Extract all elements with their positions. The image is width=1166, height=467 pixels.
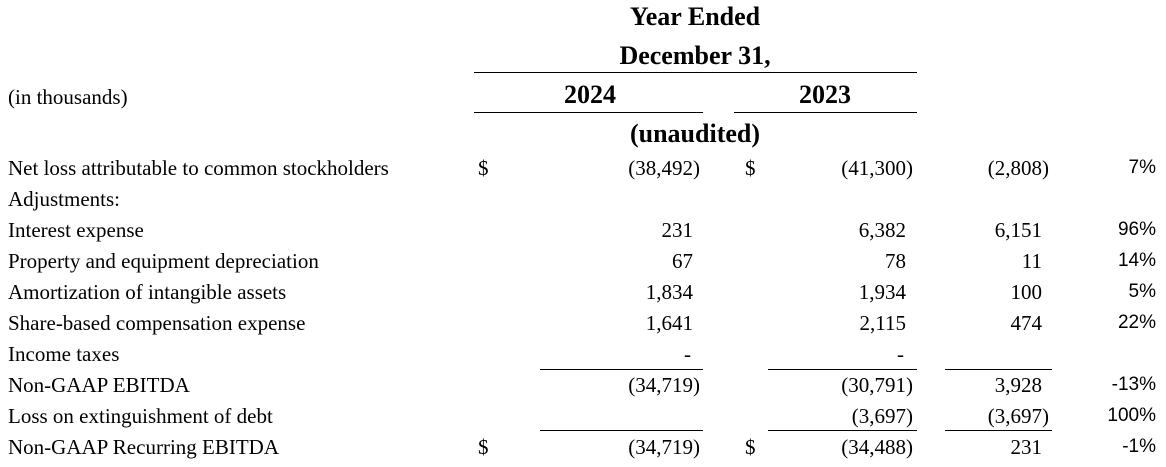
row-label: Amortization of intangible assets xyxy=(8,280,287,304)
currency-sign: $ xyxy=(478,156,489,180)
units-label: (in thousands) xyxy=(8,85,128,109)
cell-value: 67 xyxy=(672,249,693,273)
cell-value: 11 xyxy=(1021,249,1042,273)
row-label: Net loss attributable to common stockhol… xyxy=(8,156,389,180)
cell-value: 100 xyxy=(1010,280,1043,304)
sum-rule xyxy=(945,430,1052,431)
cell-value: 1,934 xyxy=(858,280,906,304)
cell-value: 1,641 xyxy=(645,311,693,335)
header-rule xyxy=(474,72,917,73)
sum-rule xyxy=(540,369,703,370)
sum-rule xyxy=(540,430,703,431)
cell-value: 6,382 xyxy=(858,218,906,242)
cell-value: 231 xyxy=(1010,435,1043,459)
cell-value: (41,300) xyxy=(841,156,913,180)
year-rule xyxy=(474,112,703,113)
sum-rule xyxy=(945,369,1052,370)
cell-value: -1% xyxy=(1122,436,1156,457)
row-label: Adjustments: xyxy=(8,187,121,211)
cell-value: 474 xyxy=(1010,311,1043,335)
cell-value: - xyxy=(684,342,691,366)
cell-value: 78 xyxy=(885,249,906,273)
unaudited-note: (unaudited) xyxy=(629,119,761,148)
year-header: 2023 xyxy=(799,80,851,109)
year-rule xyxy=(734,112,917,113)
row-label: Property and equipment depreciation xyxy=(8,249,319,273)
cell-value: (34,488) xyxy=(841,435,913,459)
cell-value: 231 xyxy=(661,218,694,242)
header-title: December 31, xyxy=(619,41,771,70)
row-label: Non-GAAP EBITDA xyxy=(8,373,190,397)
year-header: 2024 xyxy=(564,80,616,109)
header-title: Year Ended xyxy=(629,2,761,31)
cell-value: (3,697) xyxy=(987,404,1049,428)
currency-sign: $ xyxy=(745,156,756,180)
cell-value: 100% xyxy=(1107,405,1156,426)
row-label: Income taxes xyxy=(8,342,120,366)
cell-value: -13% xyxy=(1111,374,1156,395)
cell-value: (34,719) xyxy=(628,373,700,397)
cell-value: (3,697) xyxy=(851,404,913,428)
cell-value: - xyxy=(897,342,904,366)
cell-value: (2,808) xyxy=(987,156,1049,180)
cell-value: (30,791) xyxy=(841,373,913,397)
cell-value: 96% xyxy=(1117,219,1156,240)
sum-rule xyxy=(768,430,917,431)
row-label: Share-based compensation expense xyxy=(8,311,306,335)
row-label: Interest expense xyxy=(8,218,144,242)
currency-sign: $ xyxy=(478,435,489,459)
cell-value: 3,928 xyxy=(994,373,1042,397)
cell-value: 2,115 xyxy=(859,311,906,335)
cell-value: 6,151 xyxy=(994,218,1042,242)
row-label: Loss on extinguishment of debt xyxy=(8,404,273,428)
currency-sign: $ xyxy=(745,435,756,459)
cell-value: 22% xyxy=(1117,312,1156,333)
cell-value: 5% xyxy=(1128,281,1156,302)
cell-value: 1,834 xyxy=(645,280,693,304)
cell-value: 14% xyxy=(1117,250,1156,271)
cell-value: 7% xyxy=(1128,157,1156,178)
cell-value: (34,719) xyxy=(628,435,700,459)
cell-value: (38,492) xyxy=(628,156,700,180)
row-label: Non-GAAP Recurring EBITDA xyxy=(8,435,280,459)
sum-rule xyxy=(768,369,917,370)
